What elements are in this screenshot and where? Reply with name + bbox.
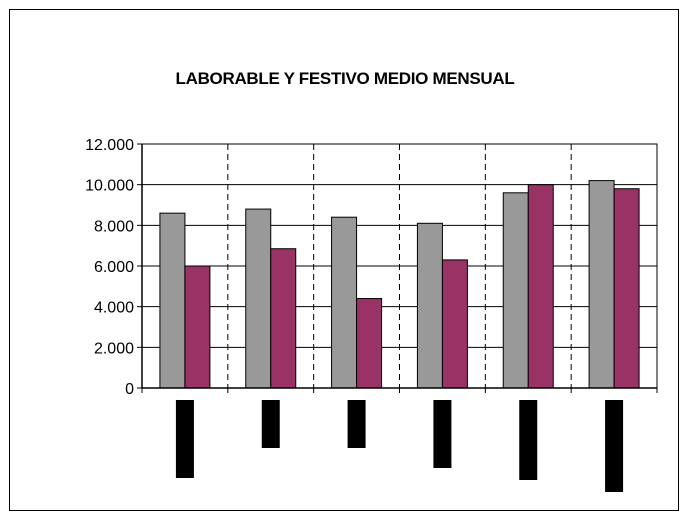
x-category-label-redacted [433,400,452,468]
bar-series-2 [441,259,468,389]
x-category-label-redacted [605,400,624,492]
chart-title: LABORABLE Y FESTIVO MEDIO MENSUAL [175,69,515,88]
bar-series-1 [416,222,443,389]
y-tick-label: 2.000 [94,340,134,357]
x-category-label-redacted [261,400,280,448]
bar-series-1 [502,192,529,389]
x-category-label-redacted [519,400,538,480]
bar-series-2 [270,248,297,389]
y-tick-label: 6.000 [94,259,134,276]
bar-series-2 [527,184,554,389]
y-tick-label: 8.000 [94,218,134,235]
bar-series-2 [356,298,383,389]
y-tick-label: 12.000 [85,137,134,154]
y-tick-label: 0 [125,381,134,398]
bar-series-2 [613,188,640,389]
x-category-label-redacted [175,400,194,478]
y-tick-label: 10.000 [85,178,134,195]
y-tick-label: 4.000 [94,300,134,317]
bar-series-1 [245,208,272,389]
bar-series-1 [588,180,615,389]
bar-series-1 [159,212,186,389]
bar-series-2 [184,265,211,389]
x-category-label-redacted [347,400,366,448]
bar-series-1 [331,216,358,389]
